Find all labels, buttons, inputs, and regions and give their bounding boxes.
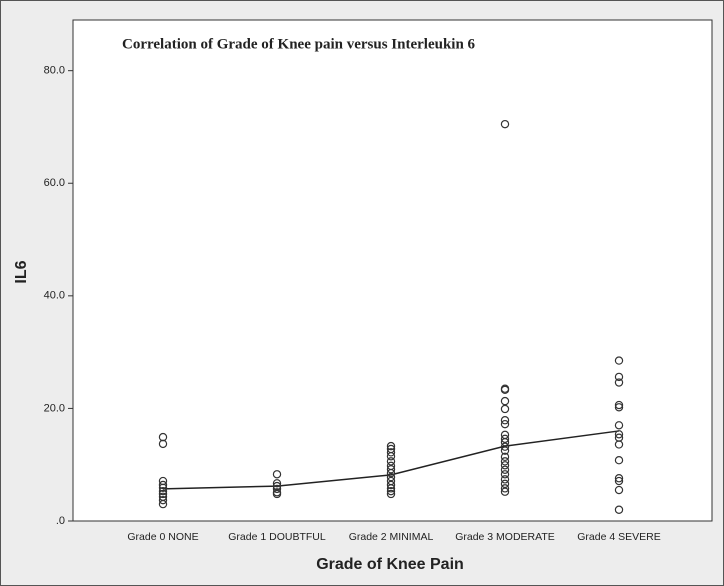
data-point: [500, 465, 510, 474]
data-point: [158, 499, 168, 509]
data-point: [500, 437, 510, 447]
data-point: [614, 440, 624, 449]
data-point: [500, 470, 510, 479]
data-point: [500, 416, 510, 425]
data-point: [500, 419, 510, 429]
x-tick-label: Grade 0 NONE: [127, 531, 198, 543]
data-point: [500, 434, 510, 444]
data-point: [272, 479, 282, 488]
data-point: [500, 452, 510, 462]
data-point: [386, 472, 396, 482]
data-point: [614, 378, 624, 387]
data-point: [386, 448, 396, 457]
data-point: [500, 446, 510, 455]
y-tick-label: .0: [56, 515, 65, 527]
data-point: [614, 421, 624, 430]
data-point: [386, 484, 396, 493]
data-point: [386, 465, 396, 474]
data-point: [386, 486, 396, 496]
mean-line: [162, 430, 620, 490]
x-tick-label: Grade 2 MINIMAL: [349, 531, 434, 543]
data-point: [500, 484, 510, 493]
data-point: [500, 385, 510, 395]
data-point: [386, 457, 396, 466]
data-point: [614, 400, 624, 410]
data-point: [158, 489, 168, 499]
data-point: [500, 396, 510, 406]
data-point: [158, 495, 168, 505]
chart-title: Correlation of Grade of Knee pain versus…: [122, 36, 476, 52]
x-axis-title: Grade of Knee Pain: [316, 556, 464, 573]
data-point: [272, 489, 282, 499]
y-tick-label: 60.0: [44, 177, 65, 189]
y-tick-label: 20.0: [44, 402, 65, 414]
data-point: [614, 505, 624, 514]
x-tick-label: Grade 4 SEVERE: [577, 531, 660, 543]
data-point: [386, 489, 396, 499]
data-point: [158, 480, 168, 490]
data-point: [614, 356, 624, 365]
data-point: [614, 430, 624, 439]
data-point: [500, 119, 510, 129]
data-point: [500, 404, 510, 414]
data-point: [500, 475, 510, 484]
data-point: [500, 487, 510, 496]
data-point: [500, 461, 510, 470]
data-point: [158, 483, 168, 492]
data-point: [500, 479, 510, 489]
plot-area: [72, 19, 713, 522]
data-point: [272, 484, 282, 494]
data-point: [500, 457, 510, 466]
data-point: [386, 441, 396, 451]
data-point: [614, 474, 624, 483]
data-point: [500, 442, 510, 451]
data-point: [386, 468, 396, 478]
data-point: [614, 476, 624, 486]
data-point: [386, 452, 396, 461]
data-point: [158, 486, 168, 496]
y-tick-label: 40.0: [44, 290, 65, 302]
data-point: [158, 439, 168, 449]
y-axis-title: IL6: [13, 260, 30, 283]
data-point: [386, 480, 396, 490]
y-tick-label: 80.0: [44, 65, 65, 77]
x-tick-label: Grade 3 MODERATE: [455, 531, 555, 543]
x-tick-label: Grade 1 DOUBTFUL: [228, 531, 326, 543]
data-point: [614, 403, 624, 412]
data-point: [272, 481, 282, 491]
data-point: [614, 485, 624, 495]
data-point: [272, 470, 282, 479]
data-point: [614, 372, 624, 382]
data-point: [614, 456, 624, 465]
